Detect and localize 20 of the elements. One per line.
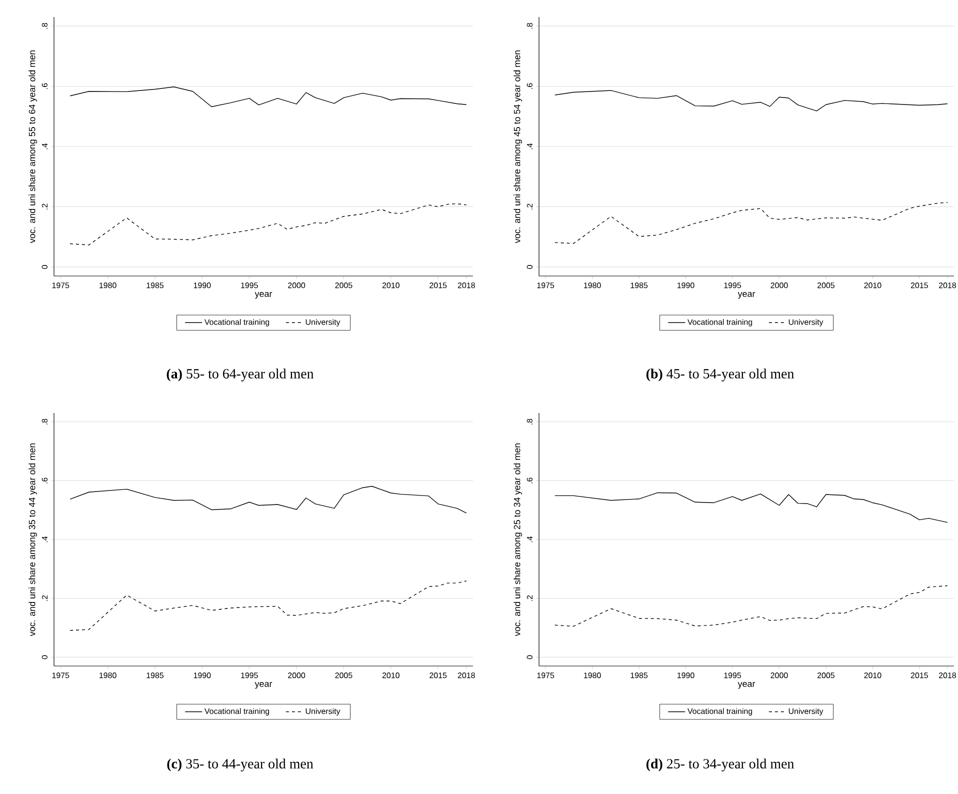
y-axis-title: voc. and uni share among 45 to 54 year old men [514,50,522,244]
x-axis-title: year [254,682,272,689]
line-series [554,90,948,112]
x-axis-title: year [738,292,756,299]
text: (b) 45- to 54-year old men [646,368,794,382]
text: (a) 55- to 64-year old men [166,368,314,382]
line-series [70,86,467,108]
x-axis-title: year [254,292,272,299]
text: (d) 25- to 34-year old men [646,758,794,772]
y-axis-title: voc. and uni share among 25 to 34 year old men [514,444,522,636]
text: (c) 35- to 44-year old men [167,758,314,772]
line-series [554,202,948,244]
line-series [554,585,948,627]
line-series [70,580,467,631]
line-series [554,492,948,523]
line-series [70,203,467,246]
y-axis-title: voc. and uni share among 55 to 64 year old men [28,50,37,244]
x-axis-title: year [738,682,756,689]
line-series [70,486,467,514]
y-axis-title: voc. and uni share among 35 to 44 year old men [28,444,37,636]
